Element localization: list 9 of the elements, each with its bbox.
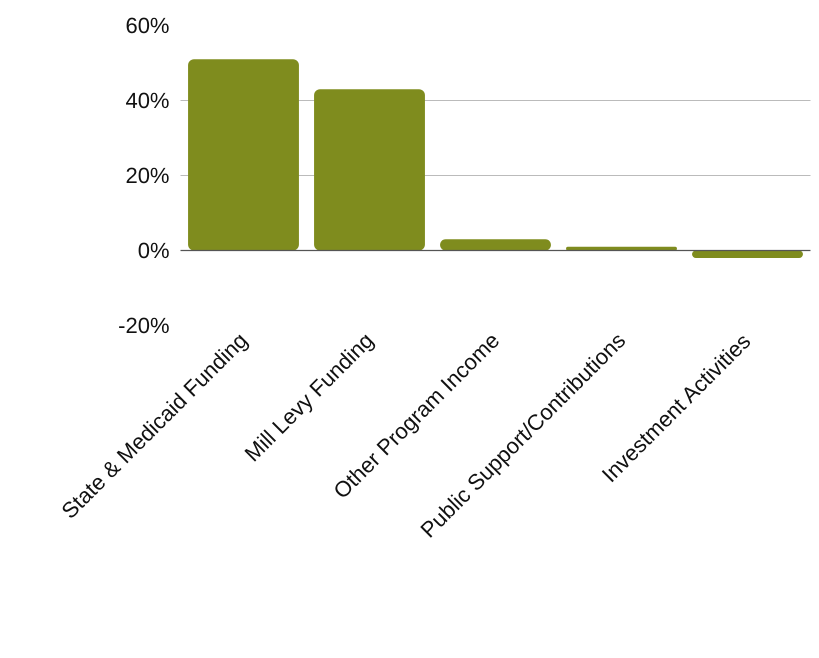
bar [692, 250, 803, 258]
bar [188, 59, 299, 250]
y-tick-label: 0% [138, 238, 170, 263]
y-tick-label: 60% [125, 13, 170, 38]
bar [314, 89, 425, 250]
bar [440, 239, 551, 250]
y-tick-label: -20% [118, 313, 170, 338]
y-tick-label: 40% [125, 88, 170, 113]
y-tick-label: 20% [125, 163, 170, 188]
